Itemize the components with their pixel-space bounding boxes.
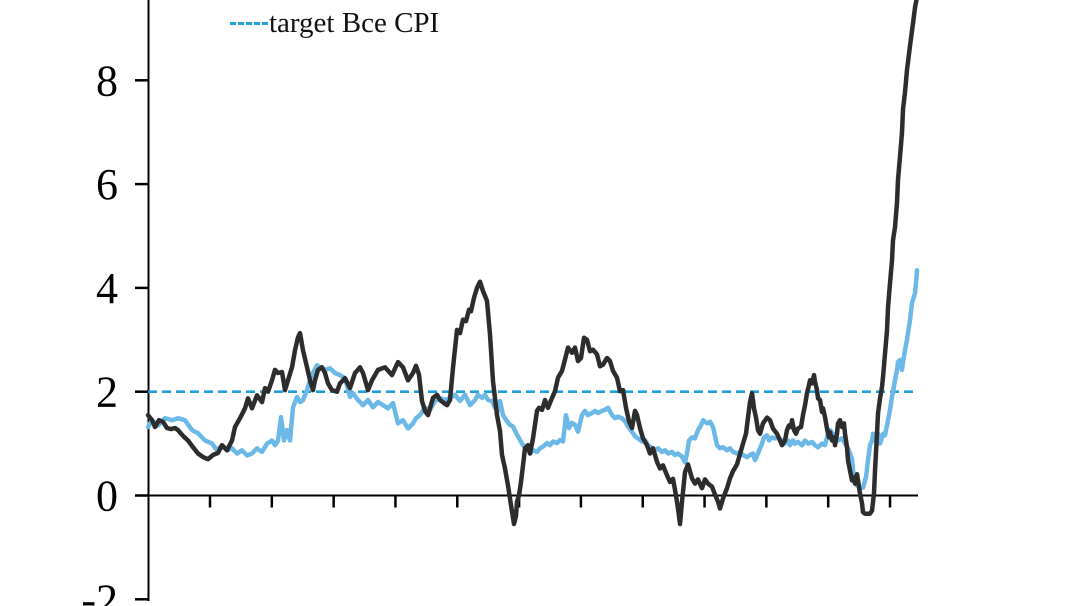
legend-label: target Bce CPI: [269, 7, 440, 39]
series-line-light-blue: [145, 268, 920, 490]
y-axis-tick-label: 0: [96, 472, 118, 521]
series-line-black: [145, 0, 919, 527]
legend: target Bce CPI: [230, 5, 439, 41]
legend-dashed-line-icon: [230, 21, 268, 25]
y-axis-tick-label: 8: [96, 56, 118, 105]
y-axis-tick-label: 4: [96, 264, 118, 313]
y-axis-tick-label: -2: [81, 575, 118, 606]
y-axis-tick-label: 2: [96, 368, 118, 417]
y-axis-tick-label: 6: [96, 160, 118, 209]
